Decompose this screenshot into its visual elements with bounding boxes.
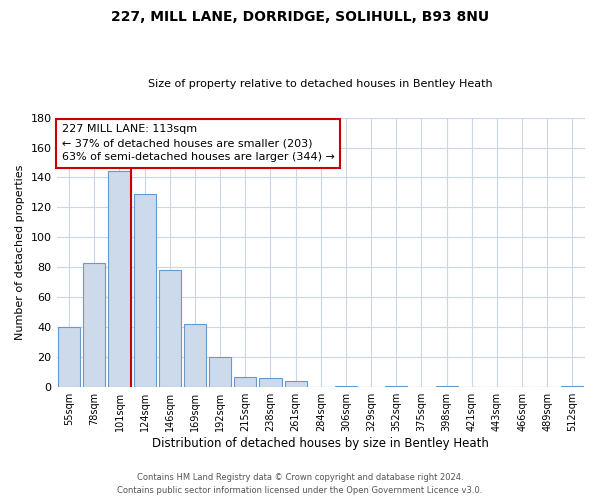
Bar: [259, 378, 281, 387]
Bar: [385, 386, 407, 387]
X-axis label: Distribution of detached houses by size in Bentley Heath: Distribution of detached houses by size …: [152, 437, 489, 450]
Bar: [562, 386, 583, 387]
Title: Size of property relative to detached houses in Bentley Heath: Size of property relative to detached ho…: [148, 79, 493, 89]
Bar: [335, 386, 357, 387]
Bar: [109, 172, 131, 387]
Y-axis label: Number of detached properties: Number of detached properties: [15, 164, 25, 340]
Text: 227 MILL LANE: 113sqm
← 37% of detached houses are smaller (203)
63% of semi-det: 227 MILL LANE: 113sqm ← 37% of detached …: [62, 124, 335, 162]
Text: Contains HM Land Registry data © Crown copyright and database right 2024.
Contai: Contains HM Land Registry data © Crown c…: [118, 474, 482, 495]
Bar: [134, 194, 155, 387]
Text: 227, MILL LANE, DORRIDGE, SOLIHULL, B93 8NU: 227, MILL LANE, DORRIDGE, SOLIHULL, B93 …: [111, 10, 489, 24]
Bar: [58, 328, 80, 387]
Bar: [209, 357, 231, 387]
Bar: [159, 270, 181, 387]
Bar: [234, 376, 256, 387]
Bar: [83, 263, 106, 387]
Bar: [284, 381, 307, 387]
Bar: [184, 324, 206, 387]
Bar: [436, 386, 458, 387]
